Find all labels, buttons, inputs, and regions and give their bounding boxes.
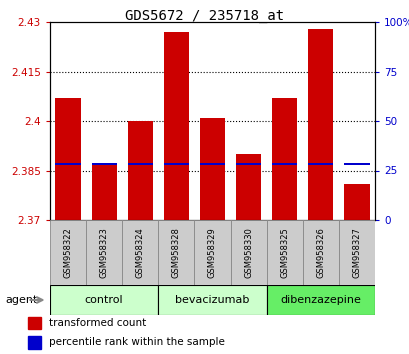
Bar — [91, 163, 117, 165]
Bar — [338, 220, 374, 285]
Bar — [236, 163, 261, 165]
Bar — [127, 121, 153, 220]
Bar — [266, 220, 302, 285]
Text: bevacizumab: bevacizumab — [175, 295, 249, 305]
Bar — [272, 98, 297, 220]
Bar — [158, 285, 266, 315]
Bar — [199, 163, 225, 165]
Bar — [236, 154, 261, 220]
Text: GSM958327: GSM958327 — [352, 227, 361, 278]
Bar — [28, 336, 41, 349]
Text: GSM958325: GSM958325 — [279, 227, 288, 278]
Bar — [308, 163, 333, 165]
Bar — [344, 184, 369, 220]
Bar — [163, 163, 189, 165]
Bar — [127, 163, 153, 165]
Bar — [308, 29, 333, 220]
Bar — [28, 316, 41, 329]
Text: GSM958326: GSM958326 — [316, 227, 324, 278]
Text: GSM958330: GSM958330 — [243, 227, 252, 278]
Text: GSM958323: GSM958323 — [99, 227, 108, 278]
Bar — [344, 163, 369, 165]
Bar — [194, 220, 230, 285]
Bar — [272, 163, 297, 165]
Text: GDS5672 / 235718_at: GDS5672 / 235718_at — [125, 9, 284, 23]
Text: dibenzazepine: dibenzazepine — [280, 295, 360, 305]
Bar — [163, 32, 189, 220]
Text: GSM958324: GSM958324 — [135, 227, 144, 278]
Text: GSM958322: GSM958322 — [63, 227, 72, 278]
Text: transformed count: transformed count — [49, 318, 146, 328]
Bar — [55, 163, 81, 165]
Text: percentile rank within the sample: percentile rank within the sample — [49, 337, 224, 347]
Bar — [302, 220, 338, 285]
Bar — [266, 285, 374, 315]
Bar — [230, 220, 266, 285]
Text: agent: agent — [5, 295, 37, 305]
Bar — [86, 220, 122, 285]
Text: control: control — [85, 295, 123, 305]
Bar — [158, 220, 194, 285]
Bar — [50, 285, 158, 315]
Text: GSM958328: GSM958328 — [171, 227, 180, 278]
Bar — [91, 164, 117, 220]
Bar — [50, 220, 86, 285]
Bar — [122, 220, 158, 285]
Bar — [55, 98, 81, 220]
Bar — [199, 118, 225, 220]
Text: GSM958329: GSM958329 — [207, 227, 216, 278]
